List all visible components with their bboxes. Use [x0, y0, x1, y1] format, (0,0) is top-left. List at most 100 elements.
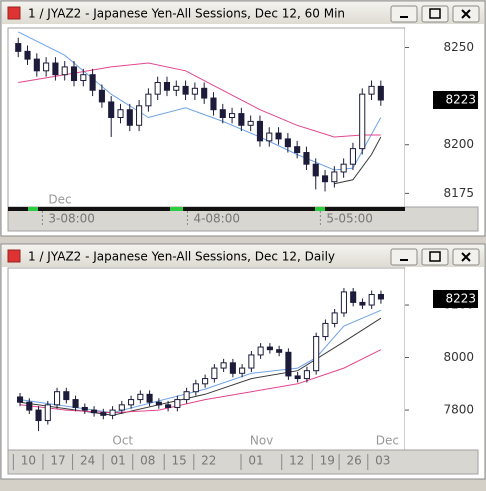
candle-body	[350, 291, 357, 303]
y-tick-label: 8000	[443, 350, 474, 364]
candle-body	[229, 113, 236, 119]
candle-body	[81, 406, 88, 411]
time-axis-area	[7, 449, 479, 475]
candle-body	[340, 291, 347, 314]
candle-body	[163, 81, 171, 91]
candle-body	[368, 85, 375, 95]
candle-body	[109, 409, 116, 416]
maximize-button[interactable]	[421, 248, 449, 266]
candle-body	[145, 93, 152, 107]
candle-body	[340, 163, 347, 173]
candle-body	[359, 93, 366, 150]
candle-body	[257, 346, 264, 356]
candle-body	[229, 362, 236, 374]
month-label: Dec	[48, 193, 71, 207]
candle-body	[61, 66, 68, 76]
x-tick-label: 10	[21, 454, 36, 468]
month-label: Dec	[376, 434, 399, 448]
candle-body	[192, 383, 199, 393]
candle-body	[54, 391, 61, 406]
candle-body	[72, 399, 79, 408]
candle-body	[313, 336, 320, 372]
candle-body	[377, 294, 384, 300]
candle-body	[368, 294, 375, 306]
candle-body	[100, 412, 107, 416]
window-title: 1 / JYAZ2 - Japanese Yen-All Sessions, D…	[28, 250, 335, 264]
moving-average	[19, 349, 382, 414]
moving-average	[334, 136, 382, 185]
candle-body	[183, 391, 190, 401]
candle-body	[247, 120, 254, 126]
candle-body	[276, 349, 283, 353]
price-axis-area	[405, 28, 478, 207]
candle-body	[89, 74, 96, 91]
close-glyph	[461, 252, 471, 262]
candle-body	[303, 370, 310, 380]
candle-body	[238, 113, 245, 126]
x-tick-label: 17	[50, 454, 65, 468]
x-tick-label: 01	[248, 454, 263, 468]
candle-body	[182, 85, 189, 95]
candle-body	[303, 152, 310, 165]
y-tick-label: 8200	[443, 137, 474, 151]
candle-body	[33, 58, 40, 72]
candle-body	[266, 346, 273, 351]
candle-body	[202, 378, 209, 385]
candle-body	[312, 163, 319, 177]
candle-body	[377, 85, 384, 101]
window-title: 1 / JYAZ2 - Japanese Yen-All Sessions, D…	[28, 7, 345, 21]
candle-body	[137, 393, 144, 401]
candle-body	[108, 101, 115, 119]
x-tick-label: 4-08:00	[193, 212, 240, 226]
x-tick-label: 22	[201, 454, 216, 468]
candle-body	[118, 404, 125, 411]
candle-body	[63, 391, 70, 401]
x-tick-label: 24	[80, 454, 95, 468]
app-icon	[7, 249, 21, 263]
x-tick-label: 26	[346, 454, 361, 468]
last-price-label: 8223	[445, 92, 476, 106]
candle-body	[294, 146, 301, 154]
candle-body	[136, 105, 143, 126]
candle-body	[35, 409, 42, 422]
candle-body	[359, 301, 366, 306]
candle-body	[321, 175, 329, 183]
session-marker	[315, 207, 325, 211]
moving-average	[19, 309, 382, 414]
candle-body	[91, 409, 98, 414]
x-tick-label: 15	[172, 454, 187, 468]
candle-body	[24, 50, 31, 60]
y-tick-label: 8250	[443, 40, 474, 54]
candle-body	[220, 362, 227, 369]
candle-body	[210, 97, 217, 111]
candle-body	[154, 81, 161, 95]
candle-body	[201, 87, 208, 99]
candle-body	[322, 322, 329, 338]
candle-body	[284, 138, 291, 148]
candle-body	[256, 120, 264, 142]
y-tick-label: 8175	[443, 186, 474, 200]
candle-body	[174, 399, 181, 408]
maximize-button[interactable]	[421, 5, 449, 23]
month-label: Oct	[112, 434, 133, 448]
session-strip	[8, 207, 405, 211]
last-price-box	[433, 90, 478, 109]
minimize-button[interactable]	[390, 248, 418, 266]
x-tick-label: 01	[110, 454, 125, 468]
candle-body	[248, 354, 255, 369]
minimize-button[interactable]	[390, 5, 418, 23]
maximize-glyph	[429, 251, 441, 262]
session-marker	[170, 207, 183, 211]
candle-body	[285, 351, 292, 377]
candle-body	[211, 367, 218, 380]
candle-body	[146, 393, 153, 403]
candle-body	[219, 109, 226, 119]
plot-area	[7, 27, 406, 208]
y-tick-label: 7800	[443, 403, 474, 417]
candle-body	[191, 87, 198, 95]
candle-body	[15, 43, 22, 52]
x-tick-label: 19	[320, 454, 335, 468]
candle-body	[266, 132, 273, 142]
candle-body	[126, 109, 133, 126]
